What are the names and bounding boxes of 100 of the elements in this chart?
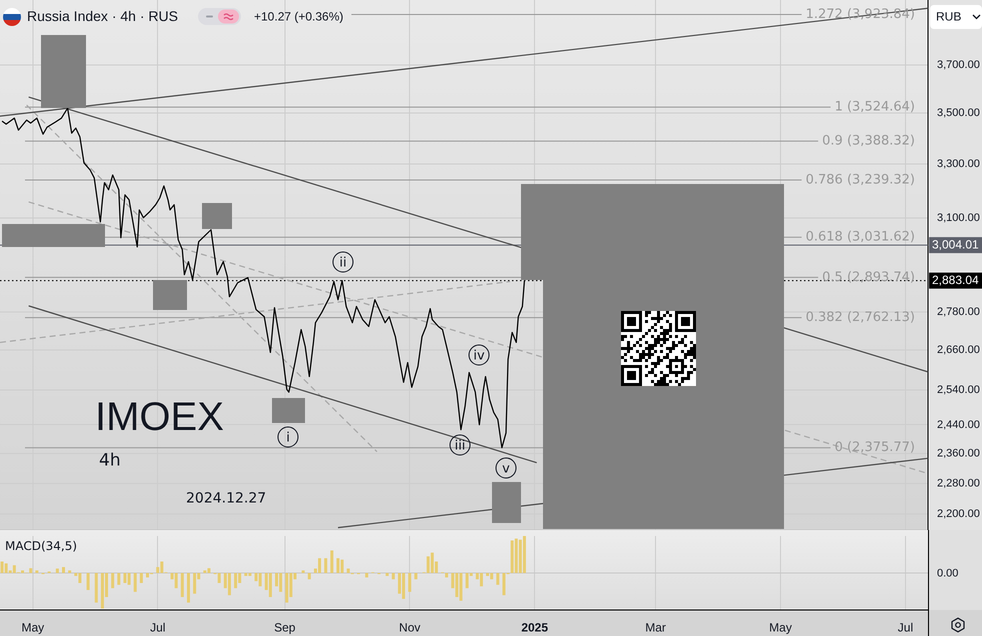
bar — [56, 568, 59, 573]
bar — [496, 573, 500, 585]
x-tick-label: Mar — [645, 620, 666, 635]
ref-line-label: 0.382 (2,762.13) — [806, 310, 915, 326]
ref-line-label: 2,883.04 — [932, 273, 980, 288]
ref-line-label: 3,004.01 — [932, 238, 980, 252]
y-tick-label: 2,780.00 — [937, 306, 980, 318]
text: Russia Index · 4h · RUS — [27, 8, 178, 24]
bar — [486, 573, 490, 576]
bar — [218, 573, 221, 583]
bar — [186, 573, 190, 603]
y-tick-label: 3,300.00 — [937, 158, 980, 170]
bar — [279, 573, 282, 592]
bar — [21, 570, 24, 573]
bar — [134, 573, 137, 592]
bar — [174, 573, 178, 588]
x-tick-label: Nov — [399, 620, 420, 635]
bar — [244, 573, 248, 576]
bar — [466, 573, 469, 588]
bar — [234, 573, 238, 588]
bar — [12, 565, 16, 573]
bar — [29, 568, 32, 573]
x-tick-label: Jul — [898, 620, 914, 635]
bar — [68, 570, 72, 573]
bar — [490, 573, 494, 580]
bar — [510, 540, 514, 573]
y-tick-label: 3,700.00 — [937, 59, 980, 72]
bar — [35, 570, 38, 573]
y-axis-title: RUB — [936, 9, 962, 24]
bar — [426, 556, 430, 573]
annotation: i — [286, 430, 290, 446]
ref-line-label: 0.5 (2,893.74) — [822, 270, 915, 285]
bar — [346, 568, 350, 573]
bar — [180, 573, 184, 598]
x-tick-label: May — [21, 620, 44, 635]
chart-title: MACD(34,5) — [5, 539, 78, 554]
bar — [522, 536, 526, 573]
ref-line-label: 0 (2,375.77) — [834, 440, 915, 456]
bar — [117, 573, 120, 585]
bar — [146, 573, 149, 578]
bar — [518, 540, 522, 573]
ref-line-label: 1 (3,524.64) — [834, 99, 915, 114]
y-tick-label: 3,500.00 — [937, 107, 980, 120]
bar — [408, 573, 412, 592]
bar — [392, 573, 395, 580]
bar — [258, 573, 262, 586]
bar — [514, 538, 518, 573]
bar — [502, 573, 506, 596]
bar — [86, 573, 90, 590]
bar — [414, 573, 418, 580]
bar — [402, 573, 406, 599]
bar — [318, 558, 322, 573]
ref-line-label: 0.00 — [937, 568, 958, 580]
ref-line-label: 0.786 (3,239.32) — [806, 172, 915, 188]
bar — [111, 573, 114, 588]
bar — [0, 562, 4, 573]
bar — [62, 567, 66, 573]
bar — [203, 570, 206, 573]
bar — [365, 573, 368, 578]
y-tick-label: 2,440.00 — [937, 418, 980, 431]
bar — [455, 573, 458, 598]
bar — [480, 573, 483, 586]
text: +10.27 (+0.36%) — [254, 9, 344, 24]
y-tick-label: 2,660.00 — [937, 344, 980, 356]
bar — [78, 573, 82, 583]
bar — [4, 563, 8, 573]
y-tick-label: 3,100.00 — [937, 212, 980, 224]
bar — [285, 573, 288, 603]
annotation: IMOEX — [95, 395, 224, 440]
annotation: v — [502, 461, 510, 476]
bar — [207, 568, 210, 573]
bar — [123, 573, 126, 583]
bar — [430, 552, 434, 573]
bar — [140, 573, 143, 583]
bar — [268, 573, 272, 598]
ref-line-label: 0.618 (3,031.62) — [806, 230, 915, 245]
bar — [445, 573, 448, 578]
bar — [324, 558, 328, 573]
y-tick-label: 2,360.00 — [937, 448, 980, 460]
annotation: ii — [339, 255, 347, 270]
x-tick-label: May — [769, 620, 792, 635]
bar — [228, 573, 231, 596]
annotation: 4h — [99, 450, 121, 470]
bar — [248, 573, 252, 576]
bar — [100, 573, 104, 609]
bar — [459, 573, 462, 601]
bar — [128, 573, 131, 585]
bar — [386, 573, 389, 576]
annotation: iii — [454, 438, 466, 454]
bar — [302, 570, 305, 573]
annotation: iv — [473, 348, 485, 364]
annotation: 2024.12.27 — [186, 490, 266, 507]
y-tick-label: 2,540.00 — [937, 384, 980, 396]
bar — [193, 573, 196, 594]
ref-line-label: 0.9 (3,388.32) — [822, 134, 915, 149]
bar — [308, 573, 311, 580]
x-tick-label: 2025 — [521, 620, 548, 635]
x-tick-label: Sep — [274, 620, 296, 635]
x-tick-label: Jul — [150, 620, 166, 635]
bar — [340, 560, 344, 573]
